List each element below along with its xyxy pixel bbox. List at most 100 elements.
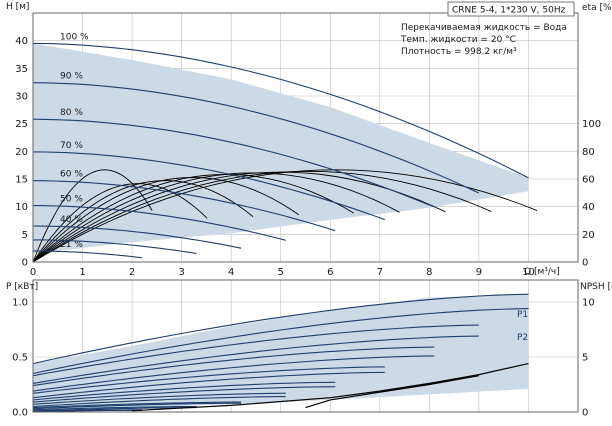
y-right-tick-label: 20 <box>582 230 595 241</box>
speed-labels: 100 % 90 % 80 % 70 % 60 % 50 % 40 % 21 % <box>60 32 89 250</box>
speed-label: 21 % <box>60 240 83 250</box>
npsh-curve-partial <box>305 375 480 409</box>
model-label: CRNE 5-4, 1*230 V, 50Hz <box>452 6 566 16</box>
power-envelope-area <box>33 294 529 410</box>
x-tick-label: 5 <box>278 267 284 278</box>
p1-curve <box>32 346 435 387</box>
head-curve <box>33 239 197 255</box>
speed-label: 50 % <box>60 195 83 205</box>
speed-label: 100 % <box>60 32 89 42</box>
p2-curve <box>32 308 529 375</box>
y-axis-label-h: H [м] <box>6 2 29 12</box>
npsh-curve <box>132 363 529 412</box>
y-right-tick-label: 0 <box>582 258 588 269</box>
eta-curve <box>32 177 300 263</box>
eta-curve <box>32 180 254 263</box>
p1-curve <box>32 366 385 394</box>
head-plot-frame <box>32 12 579 263</box>
y-tick-label: 20 <box>15 147 28 158</box>
p1-curve <box>32 324 479 377</box>
head-curve <box>32 118 435 208</box>
speed-label: 40 % <box>60 215 83 225</box>
speed-label: 60 % <box>60 170 83 180</box>
p1-curve <box>32 381 336 401</box>
x-tick-label: 0 <box>30 267 36 278</box>
series-label-p2: P2 <box>517 333 528 343</box>
y-axis-label-eta: eta [%] <box>582 3 612 13</box>
y-right-tick-label: 100 <box>582 119 601 130</box>
npsh-tick-label: 0 <box>582 408 588 419</box>
head-curve <box>32 151 385 221</box>
y-tick-label: 0 <box>22 258 28 269</box>
y-axis-label-p: P [кВт] <box>6 282 38 292</box>
head-curves <box>32 42 529 259</box>
y-tick-label: 35 <box>15 64 28 75</box>
npsh-tick-label: 5 <box>582 353 588 364</box>
p2-curve <box>32 371 385 399</box>
eta-curves <box>32 169 538 263</box>
p1-curve <box>32 405 197 411</box>
x-tick-label: 3 <box>178 267 184 278</box>
speed-label: 70 % <box>60 141 83 151</box>
p1-curve <box>32 392 286 405</box>
x-tick-label: 2 <box>129 267 135 278</box>
speed-label: 90 % <box>60 72 83 82</box>
fluid-line: Перекачиваемая жидкость = Вода <box>401 23 567 33</box>
eta-curve <box>32 170 492 263</box>
p2-curve <box>32 355 435 392</box>
y-axis-label-npsh: NPSH [м] <box>580 282 612 292</box>
p-tick-label: 0.5 <box>12 353 28 364</box>
p1-curve <box>32 401 242 409</box>
npsh-tick-label: 10 <box>582 298 595 309</box>
y-tick-label: 25 <box>15 119 28 130</box>
p1-curve <box>32 293 529 365</box>
power-envelope <box>33 294 529 410</box>
npsh-curves <box>132 363 529 412</box>
y-right-tick-label: 60 <box>582 175 595 186</box>
y-tick-label: 40 <box>15 36 28 47</box>
y-tick-label: 5 <box>22 230 28 241</box>
power-plot-frame <box>32 279 579 413</box>
head-curve <box>33 250 143 259</box>
power-ticks: 0.0 0.5 1.0 0 5 10 <box>12 298 595 419</box>
p2-curve <box>32 386 336 403</box>
p2-curve <box>32 396 286 408</box>
head-curve <box>33 180 336 232</box>
eta-curve <box>32 173 355 263</box>
head-eta-panel: 100 %90 %80 %70 %60 %50 %40 %21 % 051015… <box>6 1 612 278</box>
x-tick-label: 4 <box>228 267 234 278</box>
p2-curve <box>32 402 242 410</box>
head-envelope <box>33 43 529 254</box>
y-right-tick-label: 80 <box>582 147 595 158</box>
speed-label: 80 % <box>60 108 83 118</box>
p2-curve <box>33 409 142 412</box>
temp-line: Темп. жидкости = 20 °C <box>400 35 516 45</box>
series-label-p1: P1 <box>517 310 528 320</box>
head-curve <box>32 225 242 249</box>
y-tick-label: 10 <box>15 202 28 213</box>
p-tick-label: 0.0 <box>12 408 28 419</box>
y-tick-label: 15 <box>15 175 28 186</box>
head-curve <box>33 205 286 241</box>
head-envelope-area <box>33 43 529 254</box>
power-npsh-panel: 0.0 0.5 1.0 0 5 10 P [кВт] NPSH [м] P1 P2 <box>6 279 612 419</box>
head-curve <box>32 42 529 179</box>
density-line: Плотность = 998.2 кг/м³ <box>401 47 517 57</box>
eta-curve <box>32 172 400 263</box>
x-tick-label: 6 <box>327 267 333 278</box>
x-axis-label: Q [м³/ч] <box>524 267 560 277</box>
p2-curve <box>32 407 197 412</box>
eta-curve <box>32 169 153 263</box>
x-tick-label: 1 <box>79 267 85 278</box>
y-tick-label: 30 <box>15 92 28 103</box>
power-curves <box>32 293 529 412</box>
head-curve <box>32 82 480 194</box>
p2-curve <box>32 335 479 384</box>
y-right-tick-label: 40 <box>582 202 595 213</box>
x-tick-label: 7 <box>377 267 383 278</box>
model-box <box>447 1 575 17</box>
x-tick-label: 10 <box>522 267 535 278</box>
